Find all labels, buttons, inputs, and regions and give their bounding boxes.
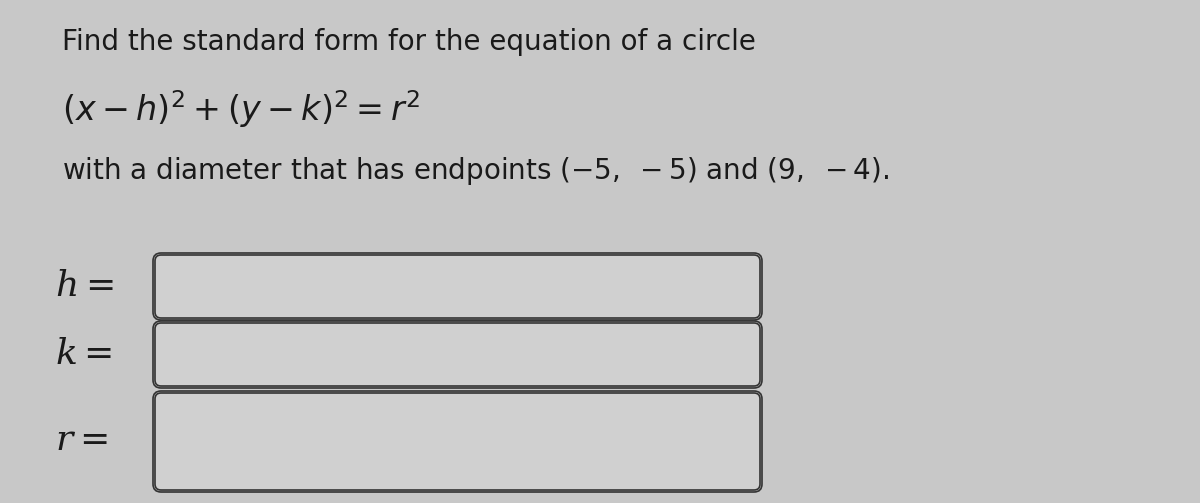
FancyBboxPatch shape bbox=[154, 253, 762, 320]
Text: $r =$: $r =$ bbox=[55, 423, 108, 457]
Text: Find the standard form for the equation of a circle: Find the standard form for the equation … bbox=[62, 28, 756, 56]
FancyBboxPatch shape bbox=[154, 321, 762, 388]
FancyBboxPatch shape bbox=[155, 255, 760, 318]
Text: with a diameter that has endpoints $( - 5,\ -5)$ and $(9,\ -4).$: with a diameter that has endpoints $( - … bbox=[62, 155, 889, 187]
Text: $k =$: $k =$ bbox=[55, 337, 113, 371]
FancyBboxPatch shape bbox=[155, 323, 760, 386]
Text: $h =$: $h =$ bbox=[55, 269, 114, 303]
FancyBboxPatch shape bbox=[154, 391, 762, 492]
Text: $(x - h)^2 + (y - k)^2 = r^2$: $(x - h)^2 + (y - k)^2 = r^2$ bbox=[62, 88, 420, 130]
FancyBboxPatch shape bbox=[155, 393, 760, 490]
